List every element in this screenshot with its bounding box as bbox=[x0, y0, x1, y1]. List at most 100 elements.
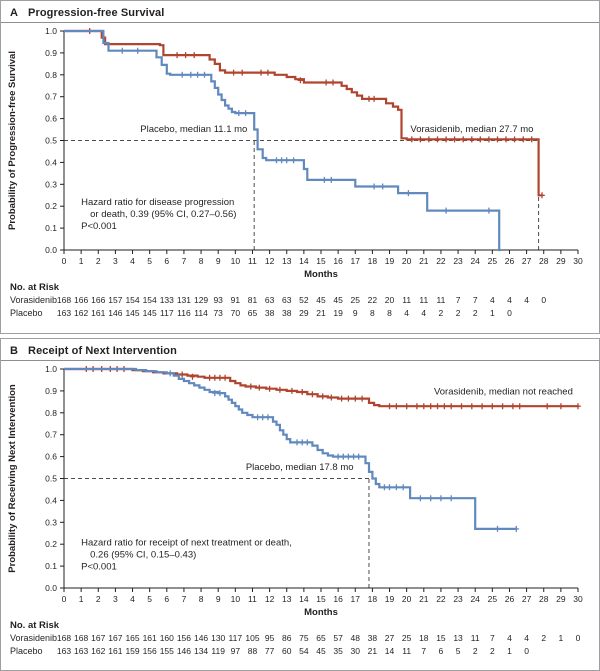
censor-tick-vorasidenib bbox=[345, 395, 352, 402]
x-tick-label: 19 bbox=[385, 594, 395, 604]
censor-tick-placebo bbox=[265, 413, 271, 420]
x-tick-label: 24 bbox=[470, 594, 480, 604]
censor-tick-placebo bbox=[381, 483, 388, 490]
panel-a-header: A Progression-free Survival bbox=[1, 1, 599, 23]
at-risk-count: 163 bbox=[56, 308, 72, 318]
y-tick-label: 0.1 bbox=[45, 561, 57, 571]
x-tick-label: 23 bbox=[453, 594, 463, 604]
censor-tick-vorasidenib bbox=[443, 136, 449, 143]
at-risk-count: 154 bbox=[125, 295, 140, 305]
censor-tick-placebo bbox=[379, 183, 386, 190]
x-tick-label: 22 bbox=[436, 256, 446, 266]
censor-tick-placebo bbox=[321, 176, 328, 183]
x-tick-label: 21 bbox=[419, 256, 429, 266]
at-risk-count: 159 bbox=[125, 645, 140, 656]
x-tick-label: 3 bbox=[113, 256, 118, 266]
censor-tick-vorasidenib bbox=[222, 374, 228, 381]
censor-tick-placebo bbox=[350, 453, 357, 460]
censor-tick-vorasidenib bbox=[191, 52, 197, 59]
censor-tick-vorasidenib bbox=[511, 136, 518, 143]
at-risk-count: 133 bbox=[159, 295, 174, 305]
at-risk-row-label: Vorasidenib bbox=[10, 632, 58, 643]
censor-tick-vorasidenib bbox=[510, 402, 516, 409]
x-tick-label: 21 bbox=[419, 594, 429, 604]
at-risk-count: 117 bbox=[228, 632, 243, 643]
at-risk-count: 38 bbox=[367, 632, 378, 643]
censor-tick-placebo bbox=[340, 453, 347, 460]
censor-tick-placebo bbox=[345, 453, 352, 460]
at-risk-count: 2 bbox=[541, 632, 547, 643]
x-tick-label: 28 bbox=[539, 256, 549, 266]
at-risk-count: 57 bbox=[333, 632, 343, 643]
censor-tick-vorasidenib bbox=[393, 402, 400, 409]
at-risk-count: 2 bbox=[455, 308, 461, 318]
censor-tick-vorasidenib bbox=[414, 402, 420, 409]
x-tick-label: 25 bbox=[488, 256, 498, 266]
x-tick-label: 25 bbox=[488, 594, 498, 604]
at-risk-row-label: Placebo bbox=[10, 645, 43, 656]
median-annotation: Vorasidenib, median not reached bbox=[434, 386, 573, 397]
x-tick-label: 8 bbox=[199, 256, 204, 266]
x-tick-label: 16 bbox=[333, 594, 343, 604]
censor-tick-vorasidenib bbox=[494, 136, 501, 143]
censor-tick-vorasidenib bbox=[248, 383, 254, 389]
x-tick-label: 9 bbox=[216, 256, 221, 266]
at-risk-count: 161 bbox=[142, 632, 157, 643]
x-tick-label: 4 bbox=[130, 594, 135, 604]
at-risk-count: 163 bbox=[56, 645, 72, 656]
censor-tick-vorasidenib bbox=[182, 52, 189, 59]
at-risk-count: 117 bbox=[160, 308, 174, 318]
at-risk-count: 167 bbox=[91, 632, 106, 643]
at-risk-count: 30 bbox=[350, 645, 360, 656]
censor-tick-vorasidenib bbox=[319, 392, 326, 399]
at-risk-count: 168 bbox=[74, 632, 89, 643]
y-tick-label: 0.0 bbox=[45, 245, 57, 255]
x-tick-label: 29 bbox=[556, 256, 566, 266]
at-risk-count: 11 bbox=[402, 295, 412, 305]
censor-tick-vorasidenib bbox=[575, 402, 581, 409]
censor-tick-vorasidenib bbox=[489, 402, 496, 409]
at-risk-count: 25 bbox=[350, 295, 360, 305]
censor-tick-vorasidenib bbox=[558, 402, 564, 409]
censor-tick-vorasidenib bbox=[448, 402, 454, 409]
km-curve-placebo bbox=[64, 367, 517, 530]
at-risk-count: 145 bbox=[142, 308, 157, 318]
censor-tick-vorasidenib bbox=[258, 69, 264, 76]
at-risk-count: 7 bbox=[421, 645, 427, 656]
censor-tick-placebo bbox=[254, 413, 261, 420]
x-tick-label: 20 bbox=[402, 594, 412, 604]
censor-tick-vorasidenib bbox=[206, 374, 213, 381]
x-tick-label: 14 bbox=[299, 594, 309, 604]
x-tick-label: 13 bbox=[282, 594, 292, 604]
censor-tick-vorasidenib bbox=[520, 136, 526, 143]
censor-tick-vorasidenib bbox=[441, 402, 448, 409]
censor-tick-placebo bbox=[201, 71, 208, 78]
censor-tick-vorasidenib bbox=[479, 402, 485, 409]
censor-tick-vorasidenib bbox=[266, 385, 273, 392]
at-risk-count: 168 bbox=[56, 632, 72, 643]
x-tick-label: 7 bbox=[182, 594, 187, 604]
censor-tick-vorasidenib bbox=[371, 95, 377, 102]
at-risk-count: 0 bbox=[524, 645, 529, 656]
censor-tick-vorasidenib bbox=[426, 136, 432, 143]
censor-tick-vorasidenib bbox=[421, 402, 427, 409]
at-risk-row-label: Vorasidenib bbox=[10, 295, 58, 305]
y-tick-label: 0.6 bbox=[45, 114, 57, 124]
panel-a: A Progression-free Survival 0 1 2 3 4 5 6 7 8 9 10 1… bbox=[0, 0, 600, 334]
y-axis-title: Probability of Progression-free Survival bbox=[7, 51, 18, 230]
at-risk-count: 0 bbox=[507, 308, 512, 318]
censor-tick-placebo bbox=[486, 207, 492, 214]
x-tick-label: 18 bbox=[368, 594, 378, 604]
y-tick-label: 0.6 bbox=[45, 451, 57, 461]
y-axis-title: Probability of Receiving Next Interventi… bbox=[7, 384, 18, 573]
censor-tick-vorasidenib bbox=[469, 402, 475, 409]
at-risk-count: 145 bbox=[125, 308, 140, 318]
at-risk-count: 13 bbox=[453, 632, 463, 643]
at-risk-count: 11 bbox=[419, 295, 429, 305]
y-tick-label: 1.0 bbox=[45, 364, 57, 374]
censor-tick-placebo bbox=[304, 438, 311, 445]
x-tick-label: 12 bbox=[265, 594, 275, 604]
km-curve-placebo bbox=[64, 29, 501, 252]
x-tick-label: 30 bbox=[573, 256, 583, 266]
y-tick-label: 0.7 bbox=[45, 92, 57, 102]
